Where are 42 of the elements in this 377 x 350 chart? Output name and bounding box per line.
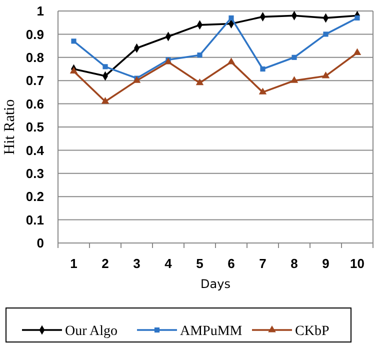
y-tick-label: 0.2 — [26, 189, 44, 204]
point — [70, 66, 78, 74]
y-tick-label: 0 — [36, 236, 44, 251]
x-axis-title: Days — [200, 277, 230, 291]
point — [323, 32, 328, 37]
y-tick-label: 0.5 — [26, 120, 44, 135]
x-tick-label: 5 — [196, 256, 204, 271]
x-tick-label: 2 — [102, 256, 109, 271]
point — [290, 76, 298, 83]
point — [353, 48, 362, 55]
y-tick-label: 0.4 — [26, 142, 45, 158]
point — [354, 15, 360, 21]
point — [196, 78, 204, 86]
point — [227, 58, 236, 64]
x-tick-label: 10 — [350, 256, 364, 271]
y-tick-label: 0.9 — [26, 26, 44, 42]
legend-label: CKbP — [295, 324, 330, 339]
x-tick-label: 4 — [164, 256, 173, 271]
point — [71, 38, 76, 44]
point — [292, 54, 297, 60]
point — [260, 66, 266, 72]
x-tick-label: 6 — [228, 256, 235, 271]
point — [197, 52, 202, 58]
y-tick-label: 0.7 — [26, 73, 44, 88]
legend-label: Our Algo — [65, 324, 118, 339]
point — [258, 88, 267, 94]
y-tick-label: 0.1 — [26, 212, 44, 228]
point — [102, 64, 108, 70]
point — [228, 15, 234, 21]
y-tick-label: 0.3 — [26, 166, 44, 181]
x-tick-label: 1 — [70, 256, 78, 271]
point — [322, 71, 330, 78]
legend-label: AMPuMM — [180, 324, 243, 339]
y-tick-label: 1 — [36, 4, 44, 19]
x-tick-label: 3 — [133, 256, 140, 271]
y-tick-label: 0.8 — [26, 50, 44, 65]
x-tick-label: 8 — [290, 256, 298, 271]
x-tick-label: 7 — [259, 256, 266, 271]
y-tick-label: 0.6 — [26, 96, 44, 112]
y-axis-title: Hit Ratio — [2, 99, 18, 155]
x-tick-label: 9 — [322, 256, 330, 271]
point — [101, 97, 110, 104]
